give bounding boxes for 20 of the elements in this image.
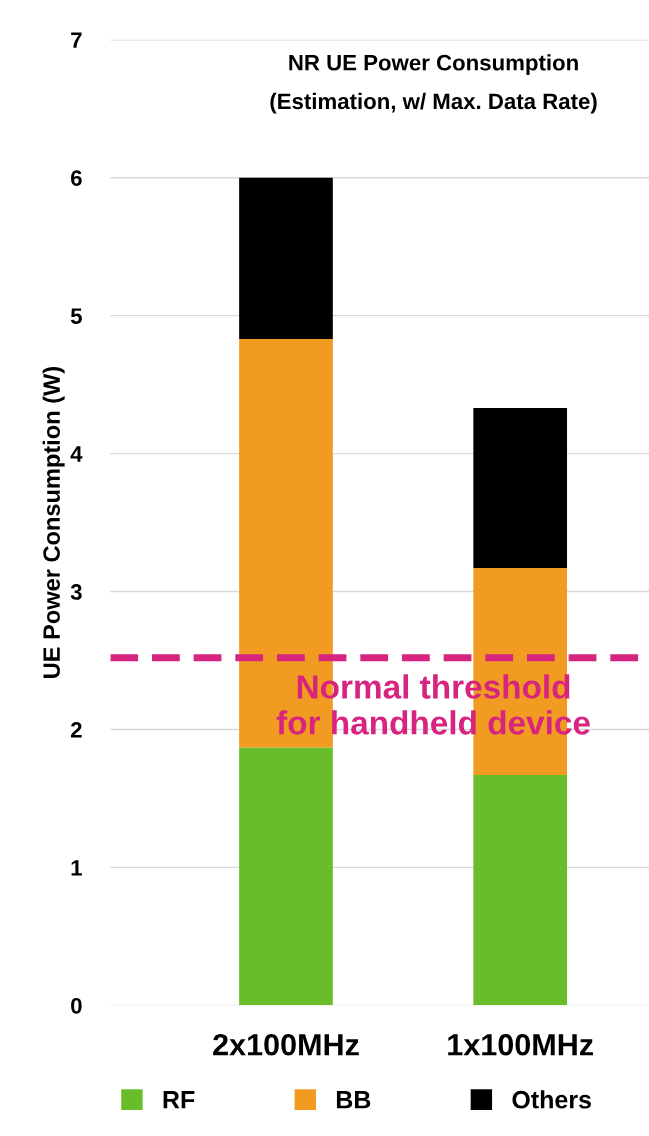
legend-label: BB: [336, 1091, 371, 1109]
y-tick-label: 7: [71, 32, 82, 48]
y-tick-label: 6: [71, 170, 82, 186]
y-tick-label: 4: [70, 446, 83, 462]
y-tick-label: 2: [70, 722, 82, 738]
y-axis-title: UE Power Consumption (W): [42, 366, 65, 678]
y-tick-label: 1: [71, 860, 82, 876]
y-tick-label: 0: [71, 997, 82, 1014]
x-tick-label: 1x100MHz: [448, 1033, 593, 1056]
text: (Estimation, w/ Max. Data Rate): [270, 92, 597, 114]
bar: [239, 747, 333, 1006]
bar: [239, 177, 333, 340]
y-tick-label: 3: [70, 584, 82, 600]
x-tick-label: 2x100MHz: [213, 1033, 359, 1056]
text: NR UE Power Consumption: [289, 54, 578, 75]
legend-label: Others: [512, 1090, 591, 1109]
y-tick-label: 5: [70, 308, 82, 324]
legend-label: RF: [163, 1091, 195, 1109]
bar: [473, 775, 568, 1006]
bar: [473, 408, 568, 569]
